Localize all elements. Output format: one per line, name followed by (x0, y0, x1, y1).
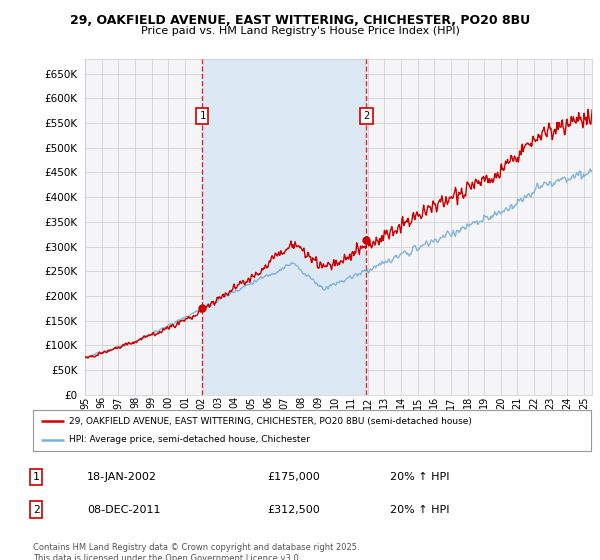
Text: 1: 1 (199, 111, 206, 121)
Text: 18-JAN-2002: 18-JAN-2002 (87, 472, 157, 482)
Text: 1: 1 (32, 472, 40, 482)
Bar (202, 59, 367, 395)
Text: 2: 2 (32, 505, 40, 515)
Text: 29, OAKFIELD AVENUE, EAST WITTERING, CHICHESTER, PO20 8BU (semi-detached house): 29, OAKFIELD AVENUE, EAST WITTERING, CHI… (69, 417, 472, 426)
Text: £175,000: £175,000 (267, 472, 320, 482)
Text: 08-DEC-2011: 08-DEC-2011 (87, 505, 161, 515)
Text: 20% ↑ HPI: 20% ↑ HPI (390, 472, 449, 482)
Text: £312,500: £312,500 (267, 505, 320, 515)
Text: 20% ↑ HPI: 20% ↑ HPI (390, 505, 449, 515)
Text: 29, OAKFIELD AVENUE, EAST WITTERING, CHICHESTER, PO20 8BU: 29, OAKFIELD AVENUE, EAST WITTERING, CHI… (70, 14, 530, 27)
Text: HPI: Average price, semi-detached house, Chichester: HPI: Average price, semi-detached house,… (69, 436, 310, 445)
Text: Contains HM Land Registry data © Crown copyright and database right 2025.
This d: Contains HM Land Registry data © Crown c… (33, 543, 359, 560)
Text: Price paid vs. HM Land Registry's House Price Index (HPI): Price paid vs. HM Land Registry's House … (140, 26, 460, 36)
Text: 2: 2 (364, 111, 370, 121)
